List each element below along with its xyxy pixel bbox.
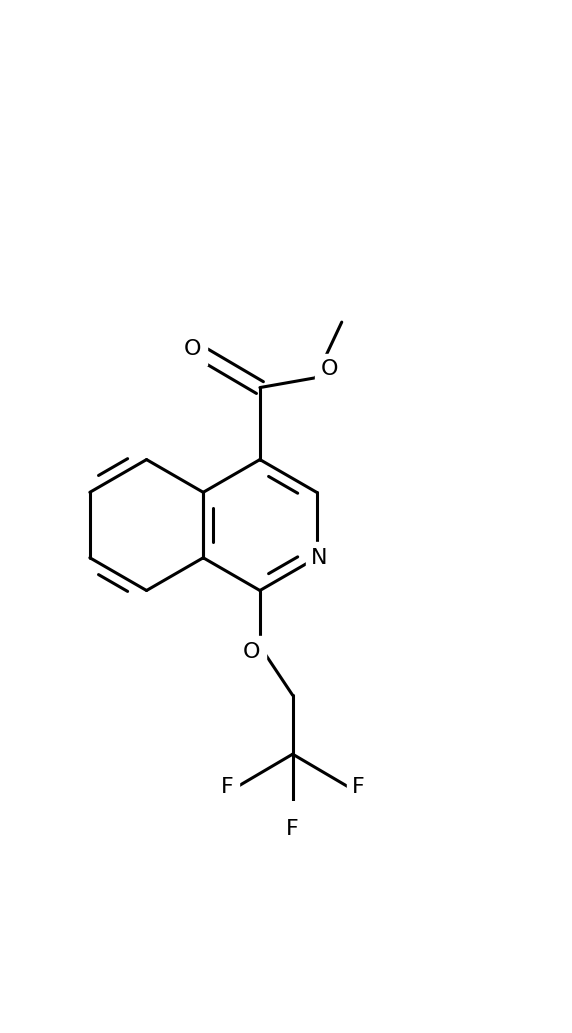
Text: F: F (220, 777, 233, 796)
Text: F: F (352, 777, 365, 796)
Text: F: F (286, 819, 299, 839)
Text: O: O (184, 339, 202, 359)
Text: O: O (243, 641, 260, 662)
Text: N: N (311, 547, 328, 568)
Text: O: O (321, 359, 339, 379)
